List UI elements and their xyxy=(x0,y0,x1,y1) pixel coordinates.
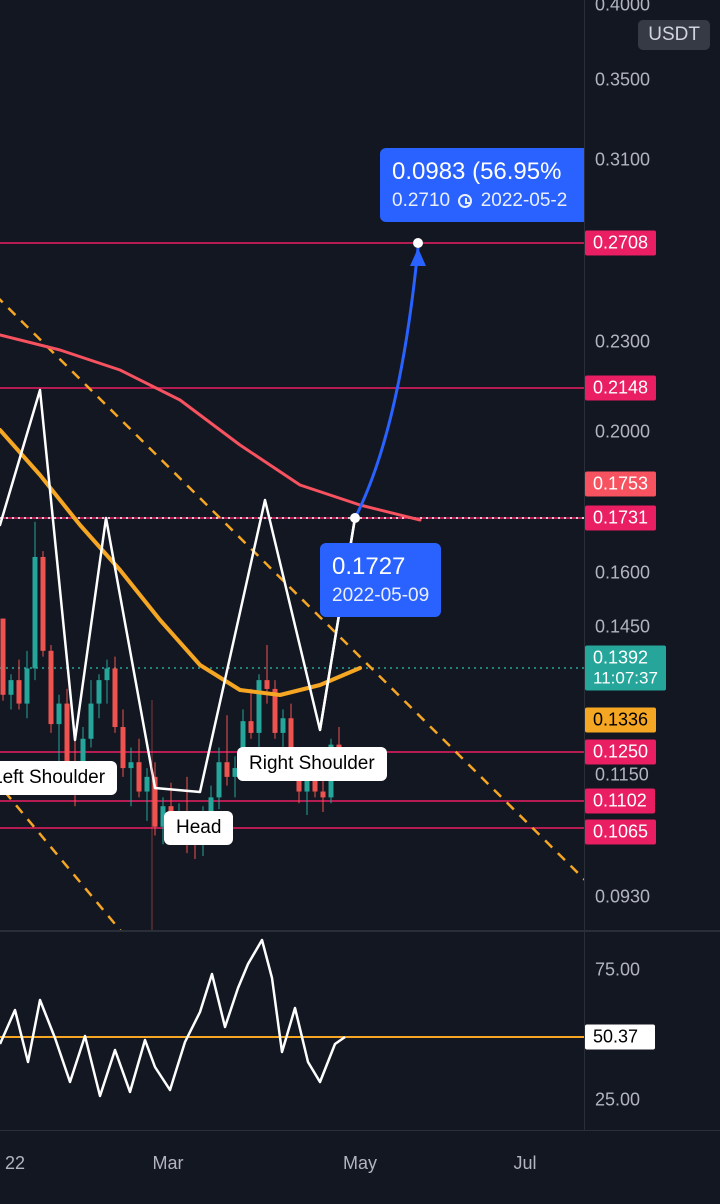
target-date: 2022-05-2 xyxy=(481,190,568,211)
target-delta: 0.0983 xyxy=(392,158,465,185)
price-line-tag[interactable]: 0.2148 xyxy=(585,376,656,401)
price-tick: 0.4000 xyxy=(595,0,650,16)
target-tooltip[interactable]: 0.0983 (56.95% 0.2710 2022-05-2 xyxy=(380,148,585,222)
entry-price: 0.1727 xyxy=(332,551,429,583)
current-price-tag[interactable]: 0.1392 11:07:37 xyxy=(585,646,666,691)
entry-dot[interactable] xyxy=(350,513,360,523)
indicator-panel[interactable] xyxy=(0,930,585,1130)
price-line-tag[interactable]: 0.1753 xyxy=(585,472,656,497)
time-tick: May xyxy=(343,1153,377,1174)
time-tick: Mar xyxy=(153,1153,184,1174)
indicator-canvas xyxy=(0,932,585,1130)
bar-countdown: 11:07:37 xyxy=(593,669,658,689)
entry-tooltip[interactable]: 0.1727 2022-05-09 xyxy=(320,543,441,617)
left-shoulder-label: Left Shoulder xyxy=(0,761,117,795)
target-percent: (56.95% xyxy=(472,158,561,185)
head-label: Head xyxy=(164,811,233,845)
price-line-tag[interactable]: 0.1250 xyxy=(585,740,656,765)
entry-date: 2022-05-09 xyxy=(332,583,429,609)
indicator-axis[interactable]: 75.00 25.00 50.37 xyxy=(585,930,720,1130)
main-chart[interactable]: Left Shoulder Head Right Shoulder 0.0983… xyxy=(0,0,585,930)
price-tick: 0.2000 xyxy=(595,422,650,443)
indicator-tick: 25.00 xyxy=(595,1090,640,1111)
price-tick: 0.1450 xyxy=(595,617,650,638)
currency-pill[interactable]: USDT xyxy=(638,20,710,50)
indicator-current: 50.37 xyxy=(585,1025,655,1050)
target-price: 0.2710 xyxy=(392,190,450,211)
price-tick: 0.0930 xyxy=(595,887,650,908)
price-axis[interactable]: USDT 0.4000 0.3500 0.3100 0.2300 0.2000 0.160… xyxy=(585,0,720,930)
right-shoulder-label: Right Shoulder xyxy=(237,747,387,781)
price-tick: 0.3500 xyxy=(595,70,650,91)
time-tick: 22 xyxy=(5,1153,25,1174)
current-price-value: 0.1392 xyxy=(593,648,658,669)
price-tick: 0.3100 xyxy=(595,150,650,171)
price-line-tag[interactable]: 0.1065 xyxy=(585,820,656,845)
target-dot[interactable] xyxy=(413,238,423,248)
indicator-tick: 75.00 xyxy=(595,960,640,981)
price-line-tag[interactable]: 0.1102 xyxy=(585,789,655,814)
time-axis[interactable]: 22 Mar May Jul xyxy=(0,1130,720,1204)
price-tick: 0.2300 xyxy=(595,332,650,353)
price-line-tag[interactable]: 0.1336 xyxy=(585,708,656,733)
price-tick: 0.1600 xyxy=(595,563,650,584)
clock-icon xyxy=(458,194,472,208)
price-line-tag[interactable]: 0.1731 xyxy=(585,506,656,531)
price-line-tag[interactable]: 0.2708 xyxy=(585,231,656,256)
price-tick: 0.1150 xyxy=(595,765,649,786)
time-tick: Jul xyxy=(513,1153,536,1174)
